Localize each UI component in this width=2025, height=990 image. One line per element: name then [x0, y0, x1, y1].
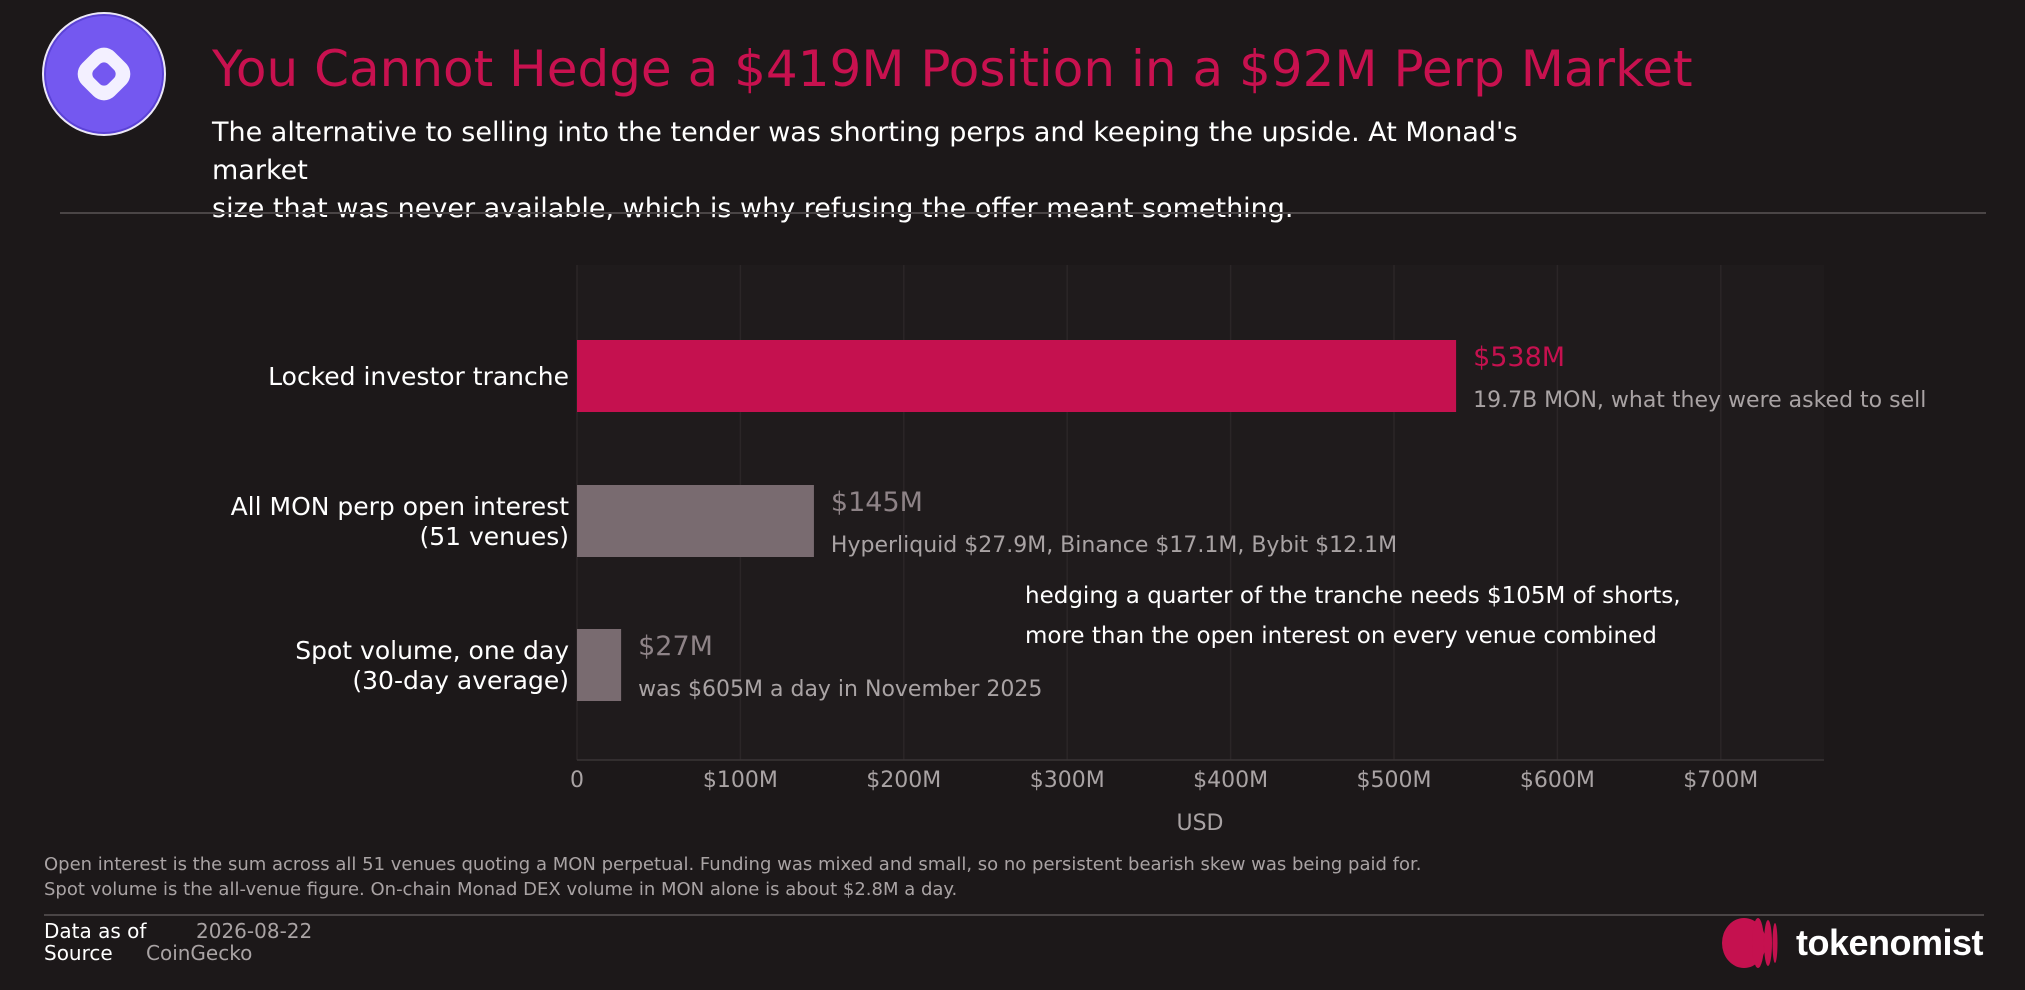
category-label: (30-day average) [352, 666, 569, 695]
x-tick-label: $400M [1193, 768, 1268, 793]
category-label: (51 venues) [419, 522, 569, 551]
subtitle-line: size that was never available, which is … [212, 193, 1294, 224]
bar-note: 19.7B MON, what they were asked to sell [1473, 388, 1926, 413]
footnotes: Open interest is the sum across all 51 v… [44, 852, 1421, 902]
bar [577, 340, 1457, 412]
x-axis-label: USD [1176, 811, 1223, 836]
brand-name: tokenomist [1796, 922, 1984, 963]
data-meta: Data as of 2026-08-22 Source CoinGecko [44, 920, 312, 964]
subtitle-line: The alternative to selling into the tend… [212, 117, 1518, 186]
monad-logo-icon [40, 10, 168, 138]
header-divider [60, 212, 1986, 214]
x-tick-label: $500M [1357, 768, 1432, 793]
bar-note: Hyperliquid $27.9M, Binance $17.1M, Bybi… [831, 533, 1397, 558]
category-label: Spot volume, one day [295, 636, 569, 665]
annotation-text: more than the open interest on every ven… [1025, 623, 1657, 649]
source-label: Source [44, 941, 113, 965]
footer-divider [44, 914, 1984, 916]
page-title: You Cannot Hedge a $419M Position in a $… [212, 40, 1693, 98]
bar [577, 485, 814, 557]
x-tick-label: 0 [570, 768, 584, 793]
x-tick-label: $200M [866, 768, 941, 793]
source-value: CoinGecko [146, 941, 253, 965]
data-as-of-label: Data as of [44, 919, 147, 943]
brand-logo: tokenomist [1722, 913, 1984, 973]
annotation-text: hedging a quarter of the tranche needs $… [1025, 583, 1681, 609]
category-label: Locked investor tranche [268, 362, 569, 391]
tokenomist-logo-icon [1722, 918, 1778, 968]
footnote-line: Open interest is the sum across all 51 v… [44, 854, 1422, 875]
bar-value-label: $27M [638, 631, 713, 662]
data-as-of-value: 2026-08-22 [196, 919, 313, 943]
category-label: All MON perp open interest [231, 492, 570, 521]
x-tick-label: $100M [703, 768, 778, 793]
x-tick-label: $600M [1520, 768, 1595, 793]
bar-chart: 0 $100M $200M $300M $400M $500M $600M $700M USD $… [231, 265, 1926, 836]
bar-value-label: $538M [1473, 342, 1565, 373]
bar-note: was $605M a day in November 2025 [638, 677, 1042, 702]
footnote-line: Spot volume is the all-venue figure. On-… [44, 879, 958, 900]
page-subtitle: The alternative to selling into the tend… [212, 114, 1612, 228]
x-tick-label: $700M [1683, 768, 1758, 793]
bar [577, 629, 622, 701]
x-tick-label: $300M [1030, 768, 1105, 793]
bar-value-label: $145M [831, 487, 923, 518]
